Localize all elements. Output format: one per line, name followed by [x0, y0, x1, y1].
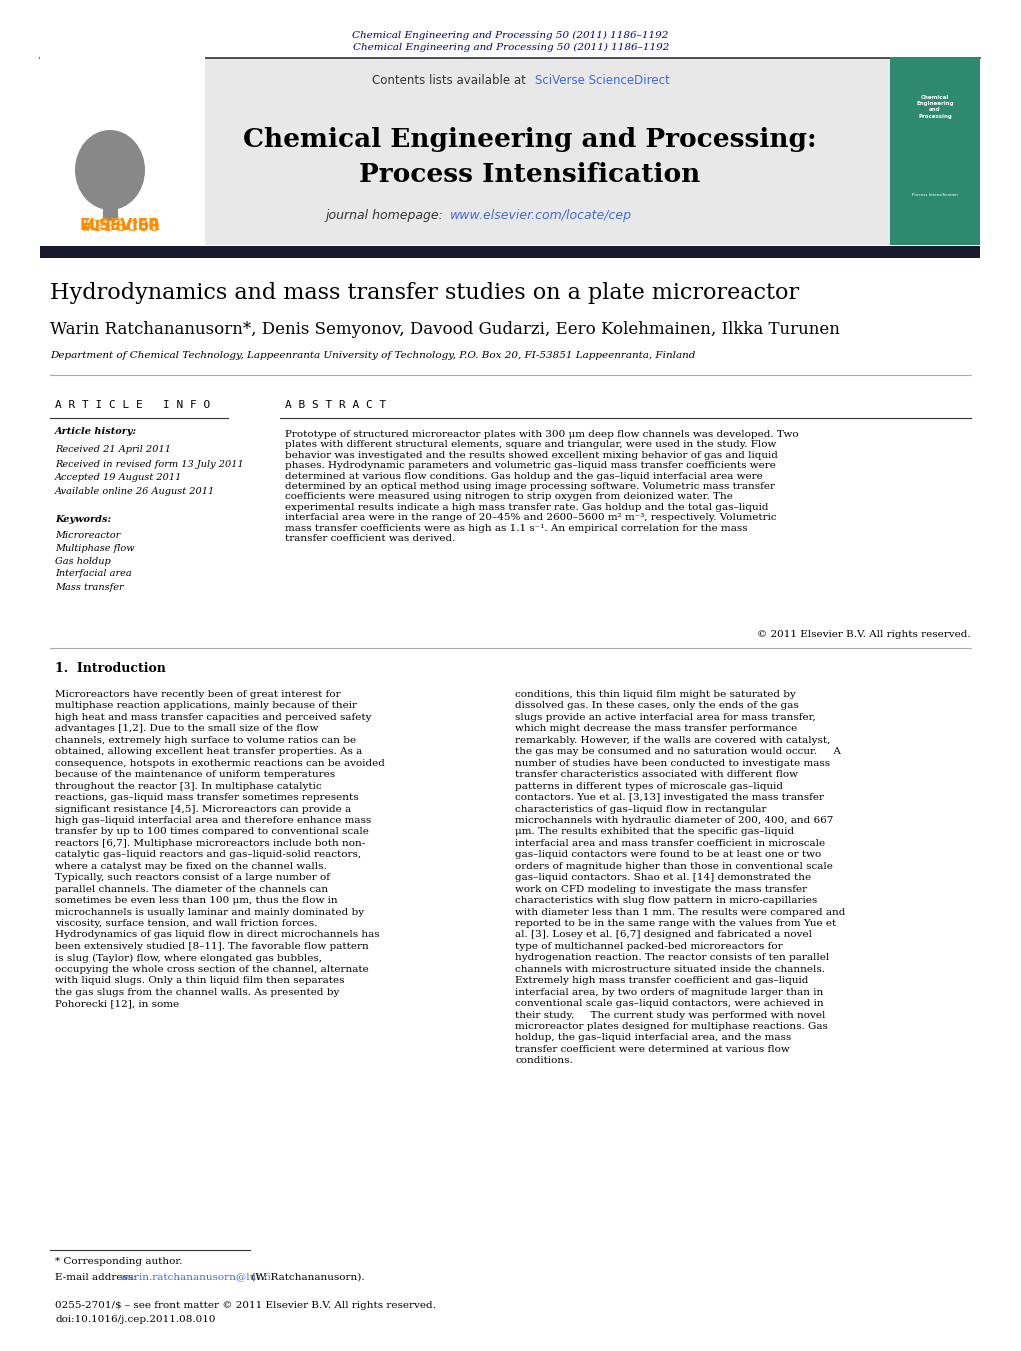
Text: Keywords:: Keywords:: [55, 516, 111, 524]
Text: Chemical Engineering and Processing 50 (2011) 1186–1192: Chemical Engineering and Processing 50 (…: [352, 31, 669, 39]
Text: Gas holdup: Gas holdup: [55, 557, 110, 566]
Text: warin.ratchananusorn@lut.fi: warin.ratchananusorn@lut.fi: [120, 1273, 272, 1282]
Text: (W. Ratchananusorn).: (W. Ratchananusorn).: [248, 1273, 364, 1282]
Text: Interfacial area: Interfacial area: [55, 570, 132, 578]
Text: conditions, this thin liquid film might be saturated by
dissolved gas. In these : conditions, this thin liquid film might …: [515, 690, 845, 1066]
Text: © 2011 Elsevier B.V. All rights reserved.: © 2011 Elsevier B.V. All rights reserved…: [758, 631, 971, 639]
Text: 1.  Introduction: 1. Introduction: [55, 662, 165, 674]
Text: journal homepage:: journal homepage:: [325, 208, 447, 222]
Text: Hydrodynamics and mass transfer studies on a plate microreactor: Hydrodynamics and mass transfer studies …: [50, 282, 799, 304]
Text: Available online 26 August 2011: Available online 26 August 2011: [55, 488, 215, 497]
Text: Multiphase flow: Multiphase flow: [55, 543, 135, 553]
Text: Chemical Engineering and Processing:: Chemical Engineering and Processing:: [243, 127, 817, 153]
Text: Received 21 April 2011: Received 21 April 2011: [55, 446, 171, 454]
Text: Warin Ratchananusorn*, Denis Semyonov, Davood Gudarzi, Eero Kolehmainen, Ilkka T: Warin Ratchananusorn*, Denis Semyonov, D…: [50, 322, 840, 339]
Text: A R T I C L E   I N F O: A R T I C L E I N F O: [55, 400, 210, 409]
Text: Process Intensification: Process Intensification: [359, 162, 700, 188]
Text: E-mail address:: E-mail address:: [55, 1273, 140, 1282]
Text: Accepted 19 August 2011: Accepted 19 August 2011: [55, 473, 183, 482]
Text: Mass transfer: Mass transfer: [55, 582, 124, 592]
Text: * Corresponding author.: * Corresponding author.: [55, 1258, 183, 1266]
Text: doi:10.1016/j.cep.2011.08.010: doi:10.1016/j.cep.2011.08.010: [55, 1316, 215, 1324]
Text: A B S T R A C T: A B S T R A C T: [285, 400, 386, 409]
Text: SciVerse ScienceDirect: SciVerse ScienceDirect: [535, 73, 670, 86]
Text: Received in revised form 13 July 2011: Received in revised form 13 July 2011: [55, 459, 244, 469]
Text: 0255-2701/$ – see front matter © 2011 Elsevier B.V. All rights reserved.: 0255-2701/$ – see front matter © 2011 El…: [55, 1301, 436, 1309]
Text: Chemical Engineering and Processing 50 (2011) 1186–1192: Chemical Engineering and Processing 50 (…: [353, 42, 669, 51]
Text: #FF8C00: #FF8C00: [81, 220, 159, 234]
Text: Process Intensification: Process Intensification: [912, 193, 958, 197]
Text: Microreactors have recently been of great interest for
multiphase reaction appli: Microreactors have recently been of grea…: [55, 690, 385, 1008]
Text: Department of Chemical Technology, Lappeenranta University of Technology, P.O. B: Department of Chemical Technology, Lappe…: [50, 350, 695, 359]
Text: www.elsevier.com/locate/cep: www.elsevier.com/locate/cep: [450, 208, 632, 222]
Text: Prototype of structured microreactor plates with 300 μm deep flow channels was d: Prototype of structured microreactor pla…: [285, 430, 798, 543]
Text: Article history:: Article history:: [55, 427, 137, 436]
Text: Contents lists available at: Contents lists available at: [373, 73, 530, 86]
Text: ELSEVIER: ELSEVIER: [80, 218, 160, 232]
Text: Microreactor: Microreactor: [55, 531, 120, 539]
Text: Chemical
Engineering
and
Processing: Chemical Engineering and Processing: [916, 95, 954, 119]
